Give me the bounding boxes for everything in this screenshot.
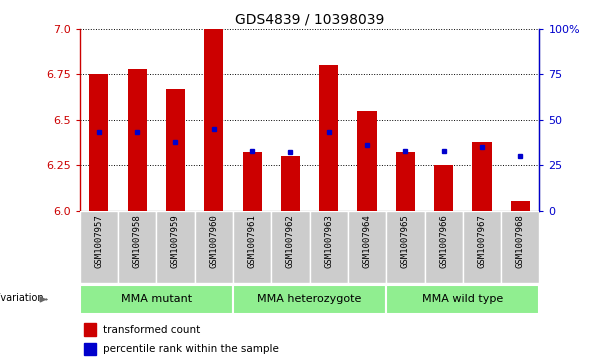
Bar: [204, 29, 223, 211]
Bar: [473, 142, 492, 211]
Text: GSM1007964: GSM1007964: [362, 214, 371, 268]
Bar: [319, 65, 338, 211]
Bar: [118, 211, 156, 283]
Bar: [463, 211, 501, 283]
Bar: [357, 111, 376, 211]
Text: transformed count: transformed count: [103, 325, 200, 335]
Bar: [281, 156, 300, 211]
Bar: [195, 211, 233, 283]
Bar: [233, 285, 386, 314]
Bar: [501, 211, 539, 283]
Text: MMA mutant: MMA mutant: [121, 294, 192, 305]
Bar: [80, 285, 233, 314]
Bar: [348, 211, 386, 283]
Bar: [128, 69, 147, 211]
Text: GSM1007960: GSM1007960: [209, 214, 218, 268]
Text: GSM1007968: GSM1007968: [516, 214, 525, 268]
Bar: [310, 211, 348, 283]
Bar: [84, 323, 96, 336]
Text: GSM1007959: GSM1007959: [171, 214, 180, 268]
Bar: [386, 285, 539, 314]
Bar: [156, 211, 195, 283]
Bar: [233, 211, 271, 283]
Bar: [84, 343, 96, 355]
Text: GSM1007963: GSM1007963: [324, 214, 333, 268]
Text: GSM1007966: GSM1007966: [439, 214, 448, 268]
Text: GSM1007967: GSM1007967: [478, 214, 487, 268]
Text: MMA wild type: MMA wild type: [422, 294, 503, 305]
Text: MMA heterozygote: MMA heterozygote: [257, 294, 362, 305]
Bar: [396, 152, 415, 211]
Text: genotype/variation: genotype/variation: [0, 293, 44, 303]
Bar: [243, 152, 262, 211]
Bar: [89, 74, 109, 211]
Bar: [271, 211, 310, 283]
Bar: [434, 165, 453, 211]
Title: GDS4839 / 10398039: GDS4839 / 10398039: [235, 12, 384, 26]
Text: GSM1007961: GSM1007961: [248, 214, 257, 268]
Bar: [386, 211, 424, 283]
Text: percentile rank within the sample: percentile rank within the sample: [103, 344, 278, 354]
Text: GSM1007958: GSM1007958: [132, 214, 142, 268]
Bar: [166, 89, 185, 211]
Text: GSM1007965: GSM1007965: [401, 214, 410, 268]
Bar: [424, 211, 463, 283]
Text: GSM1007957: GSM1007957: [94, 214, 104, 268]
Text: GSM1007962: GSM1007962: [286, 214, 295, 268]
Bar: [511, 201, 530, 211]
Bar: [80, 211, 118, 283]
